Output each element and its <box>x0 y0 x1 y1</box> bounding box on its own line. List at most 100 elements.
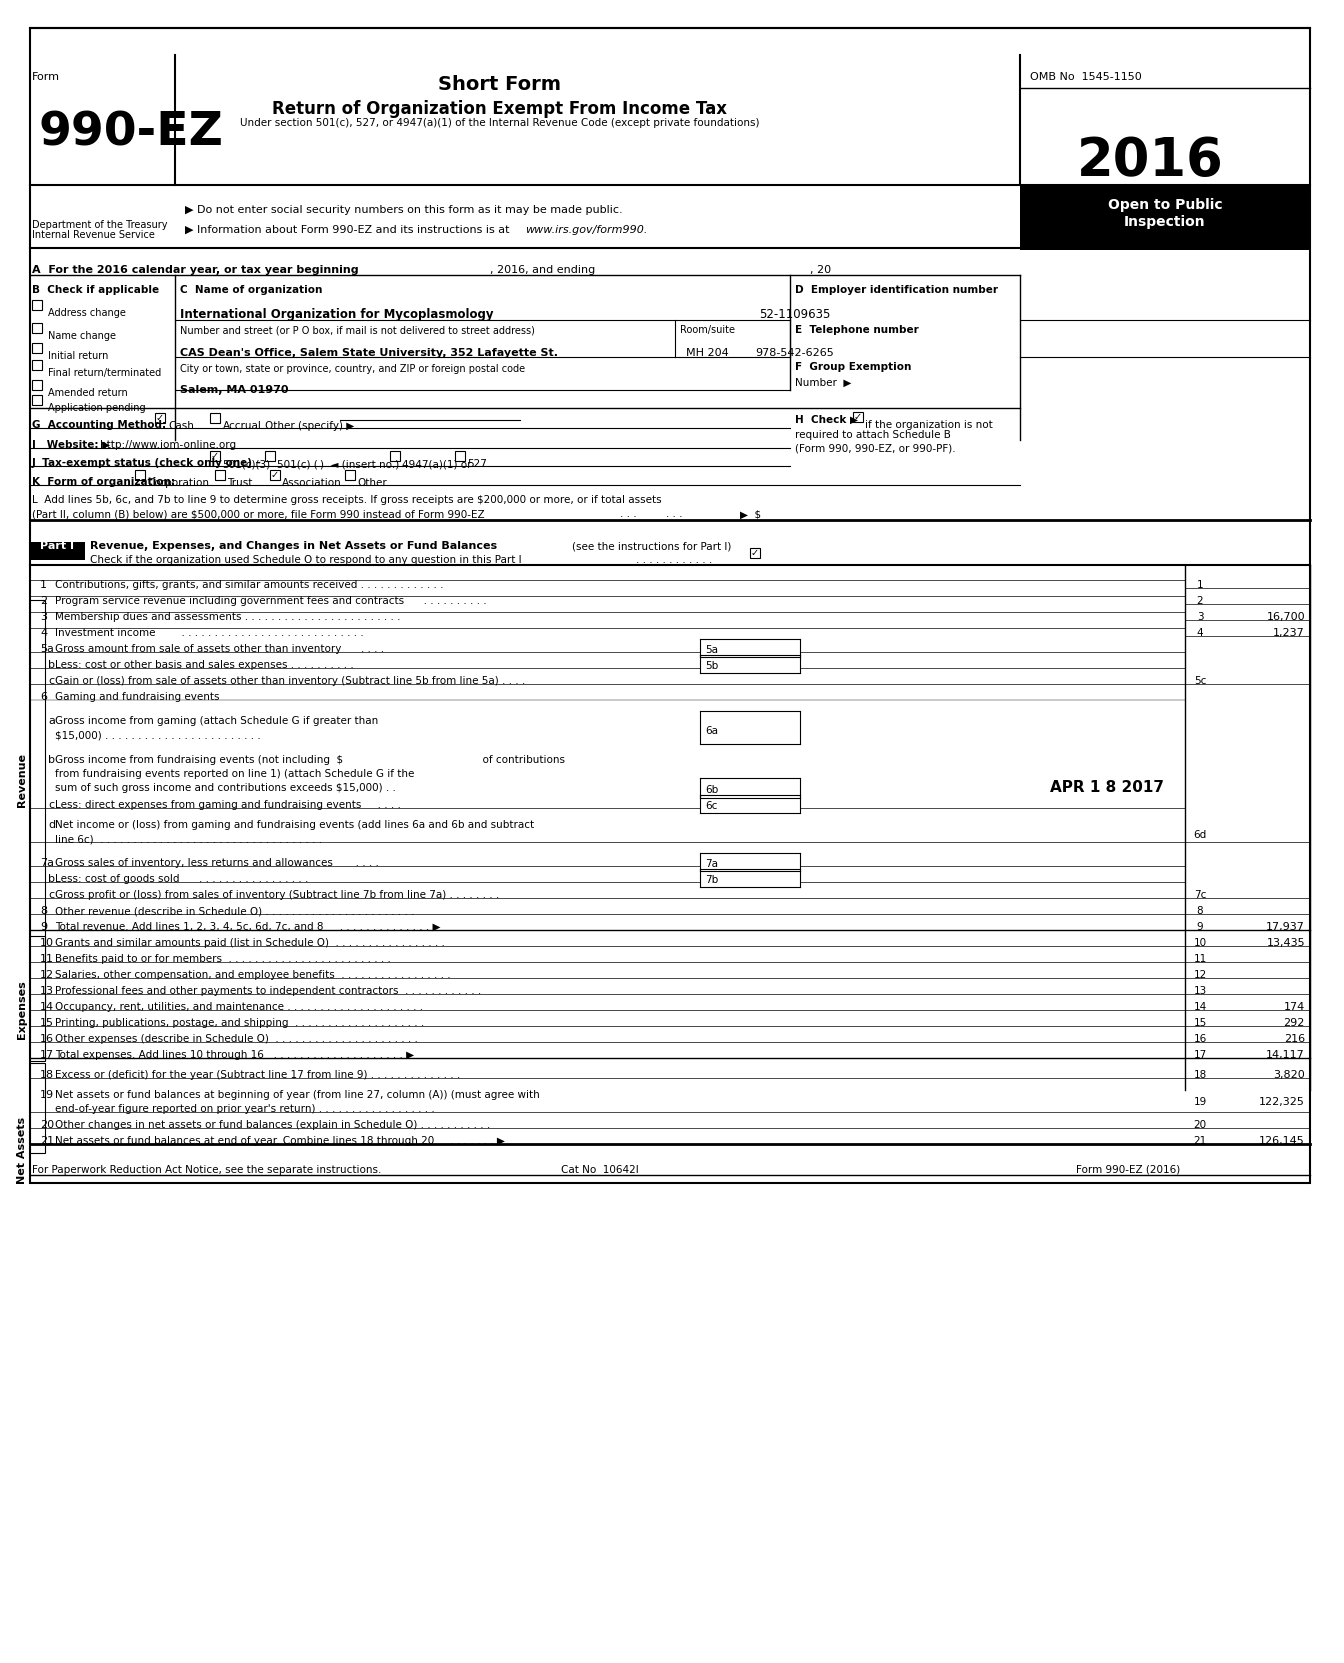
Text: K  Form of organization:: K Form of organization: <box>32 477 175 487</box>
Text: 4: 4 <box>1196 629 1203 639</box>
Text: 4: 4 <box>40 629 47 639</box>
Text: ✓: ✓ <box>271 471 280 481</box>
Text: Less: direct expenses from gaming and fundraising events     . . . .: Less: direct expenses from gaming and fu… <box>55 800 401 810</box>
Text: 4947(a)(1) or: 4947(a)(1) or <box>402 459 472 469</box>
Text: (Form 990, 990-EZ, or 990-PF).: (Form 990, 990-EZ, or 990-PF). <box>796 442 956 452</box>
Text: d: d <box>48 820 55 830</box>
Text: 13,435: 13,435 <box>1266 938 1305 948</box>
Text: end-of-year figure reported on prior year's return) . . . . . . . . . . . . . . : end-of-year figure reported on prior yea… <box>55 1104 434 1114</box>
Bar <box>32 299 42 309</box>
Text: Application pending: Application pending <box>48 402 145 412</box>
Text: Name change: Name change <box>48 331 116 341</box>
Text: 18: 18 <box>40 1069 54 1079</box>
Bar <box>155 412 165 422</box>
Text: ▶  $: ▶ $ <box>741 509 761 519</box>
Text: 5b: 5b <box>706 660 718 670</box>
Text: Salaries, other compensation, and employee benefits  . . . . . . . . . . . . . .: Salaries, other compensation, and employ… <box>55 970 450 980</box>
Text: sum of such gross income and contributions exceeds $15,000) . .: sum of such gross income and contributio… <box>55 783 396 793</box>
Text: 3,820: 3,820 <box>1273 1069 1305 1079</box>
Text: 292: 292 <box>1284 1018 1305 1028</box>
Bar <box>1020 185 1310 249</box>
Bar <box>30 600 44 1019</box>
Bar <box>32 396 42 406</box>
Text: Gross profit or (loss) from sales of inventory (Subtract line 7b from line 7a) .: Gross profit or (loss) from sales of inv… <box>55 890 499 900</box>
Text: 15: 15 <box>1193 1018 1207 1028</box>
Text: MH 204: MH 204 <box>685 348 728 358</box>
Text: CAS Dean's Office, Salem State University, 352 Lafayette St.: CAS Dean's Office, Salem State Universit… <box>180 348 558 358</box>
Text: Other: Other <box>358 477 387 487</box>
Text: 52-1109635: 52-1109635 <box>759 308 831 321</box>
Text: 527: 527 <box>466 459 487 469</box>
Text: Excess or (deficit) for the year (Subtract line 17 from line 9) . . . . . . . . : Excess or (deficit) for the year (Subtra… <box>55 1069 460 1079</box>
Text: Inspection: Inspection <box>1124 215 1206 229</box>
Text: Less: cost or other basis and sales expenses . . . . . . . . . .: Less: cost or other basis and sales expe… <box>55 660 353 670</box>
Text: (Part II, column (B) below) are $500,000 or more, file Form 990 instead of Form : (Part II, column (B) below) are $500,000… <box>32 509 485 519</box>
Text: , 20: , 20 <box>810 264 831 274</box>
Text: Number  ▶: Number ▶ <box>796 378 851 387</box>
Text: b: b <box>48 660 55 670</box>
Bar <box>853 412 863 422</box>
Text: L  Add lines 5b, 6c, and 7b to line 9 to determine gross receipts. If gross rece: L Add lines 5b, 6c, and 7b to line 9 to … <box>32 496 661 506</box>
Text: 6d: 6d <box>1193 830 1207 840</box>
Text: B  Check if applicable: B Check if applicable <box>32 284 159 294</box>
Text: . . . . . . . . . . . .: . . . . . . . . . . . . <box>636 555 712 565</box>
Bar <box>30 28 1310 1182</box>
Text: For Paperwork Reduction Act Notice, see the separate instructions.: For Paperwork Reduction Act Notice, see … <box>32 1166 382 1176</box>
Bar <box>345 471 355 481</box>
Text: 19: 19 <box>40 1089 54 1099</box>
Text: 126,145: 126,145 <box>1259 1136 1305 1146</box>
Text: a: a <box>48 717 55 727</box>
Text: Under section 501(c), 527, or 4947(a)(1) of the Internal Revenue Code (except pr: Under section 501(c), 527, or 4947(a)(1)… <box>241 118 759 128</box>
Text: 9: 9 <box>1196 921 1203 931</box>
Bar <box>32 323 42 333</box>
Text: required to attach Schedule B: required to attach Schedule B <box>796 431 950 441</box>
Text: Occupancy, rent, utilities, and maintenance . . . . . . . . . . . . . . . . . . : Occupancy, rent, utilities, and maintena… <box>55 1003 423 1013</box>
Text: 990-EZ: 990-EZ <box>38 110 223 155</box>
Text: Gross income from fundraising events (not including  $: Gross income from fundraising events (no… <box>55 755 343 765</box>
Text: Accrual: Accrual <box>223 421 262 431</box>
Text: c: c <box>48 890 54 900</box>
Text: 15: 15 <box>40 1018 54 1028</box>
Text: Corporation: Corporation <box>146 477 210 487</box>
Text: Benefits paid to or for members  . . . . . . . . . . . . . . . . . . . . . . . .: Benefits paid to or for members . . . . … <box>55 955 391 965</box>
Text: 8: 8 <box>40 906 47 916</box>
Text: Gross income from gaming (attach Schedule G if greater than: Gross income from gaming (attach Schedul… <box>55 717 378 727</box>
Text: Total revenue. Add lines 1, 2, 3, 4, 5c, 6d, 7c, and 8     . . . . . . . . . . .: Total revenue. Add lines 1, 2, 3, 4, 5c,… <box>55 921 441 931</box>
Text: Expenses: Expenses <box>17 981 27 1039</box>
Text: 18: 18 <box>1193 1069 1207 1079</box>
Text: 20: 20 <box>40 1119 54 1129</box>
Text: 14: 14 <box>40 1003 54 1013</box>
Text: Membership dues and assessments . . . . . . . . . . . . . . . . . . . . . . . .: Membership dues and assessments . . . . … <box>55 612 401 622</box>
Text: Salem, MA 01970: Salem, MA 01970 <box>180 386 289 396</box>
Text: 19: 19 <box>1193 1098 1207 1108</box>
Text: Initial return: Initial return <box>48 351 109 361</box>
Bar <box>750 549 759 559</box>
Text: http://www.iom-online.org: http://www.iom-online.org <box>99 441 237 451</box>
Text: 6c: 6c <box>706 802 718 812</box>
Text: Form: Form <box>32 72 60 81</box>
Text: Other changes in net assets or fund balances (explain in Schedule O) . . . . . .: Other changes in net assets or fund bala… <box>55 1119 491 1129</box>
Text: ▶ Information about Form 990-EZ and its instructions is at: ▶ Information about Form 990-EZ and its … <box>185 225 513 234</box>
Text: OMB No  1545-1150: OMB No 1545-1150 <box>1030 72 1142 81</box>
Text: )  ◄ (insert no.): ) ◄ (insert no.) <box>320 459 399 469</box>
Bar <box>390 451 401 461</box>
Text: Less: cost of goods sold      . . . . . . . . . . . . . . . . .: Less: cost of goods sold . . . . . . . .… <box>55 875 308 885</box>
Text: 2016: 2016 <box>1077 135 1223 186</box>
Text: 5c: 5c <box>1193 675 1206 687</box>
Text: D  Employer identification number: D Employer identification number <box>796 284 999 294</box>
Text: c: c <box>48 675 54 687</box>
Text: APR 1 8 2017: APR 1 8 2017 <box>1050 780 1164 795</box>
Text: 6b: 6b <box>706 785 718 795</box>
Text: 5a: 5a <box>40 644 54 654</box>
Text: if the organization is not: if the organization is not <box>866 421 993 431</box>
Text: 6a: 6a <box>706 727 718 737</box>
Bar <box>32 343 42 353</box>
Text: 11: 11 <box>40 955 54 965</box>
Text: Net assets or fund balances at beginning of year (from line 27, column (A)) (mus: Net assets or fund balances at beginning… <box>55 1089 540 1099</box>
Text: 16,700: 16,700 <box>1266 612 1305 622</box>
Text: Net Assets: Net Assets <box>17 1116 27 1184</box>
Text: Part I: Part I <box>40 540 74 550</box>
Text: Net income or (loss) from gaming and fundraising events (add lines 6a and 6b and: Net income or (loss) from gaming and fun… <box>55 820 534 830</box>
Text: Amended return: Amended return <box>48 387 128 397</box>
Text: 13: 13 <box>40 986 54 996</box>
